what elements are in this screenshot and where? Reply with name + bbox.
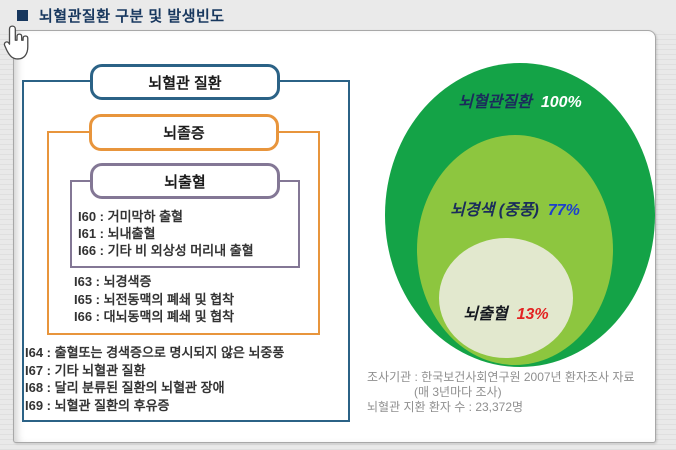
icd-code-line: I69 : 뇌혈관 질환의 후유증 [25, 397, 170, 413]
page-title: 뇌혈관질환 구분 및 발생빈도 [39, 7, 225, 25]
icd-code-line: I61 : 뇌내출혈 [78, 226, 156, 241]
infarction-code-list: I63 : 뇌경색증 I65 : 뇌전동맥의 폐쇄 및 협착 I66 : 대뇌동… [74, 273, 234, 326]
icd-code-line: I63 : 뇌경색증 [74, 274, 152, 289]
icd-code-line: I67 : 기타 뇌혈관 질환 [25, 362, 146, 378]
circle-category-text: 뇌경색 (중풍) [450, 202, 539, 219]
label-cerebrovascular-disease: 뇌혈관 질환 [90, 64, 280, 100]
circle-label-hemorrhage: 뇌출혈 13% [439, 300, 573, 324]
square-bullet-icon [17, 9, 28, 21]
icd-code-line: I64 : 출혈또는 경색증으로 명시되지 않은 뇌중풍 [25, 345, 285, 360]
icd-code-line: I66 : 대뇌동맥의 폐쇄 및 협착 [74, 309, 235, 324]
circle-hemorrhage-13 [439, 238, 573, 358]
icd-code-line: I66 : 기타 비 외상성 머리내 출혈 [78, 243, 254, 258]
source-line: 조사기관 : 한국보건사회연구원 2007년 환자조사 자료 [367, 370, 635, 384]
title-bar: 뇌혈관질환 구분 및 발생빈도 [0, 0, 676, 30]
icd-code-line: I65 : 뇌전동맥의 폐쇄 및 협착 [74, 291, 235, 307]
circle-value-text: 77% [547, 202, 580, 219]
survey-source-note: 조사기관 : 한국보건사회연구원 2007년 환자조사 자료 (매 3년마다 조… [367, 370, 635, 415]
source-line: 뇌혈관 지환 환자 수 : 23,372명 [367, 400, 524, 414]
other-code-list: I64 : 출혈또는 경색증으로 명시되지 않은 뇌중풍 I67 : 기타 뇌혈… [25, 344, 284, 414]
icd-code-line: I68 : 달리 분류된 질환의 뇌혈관 장애 [25, 380, 225, 395]
label-stroke: 뇌졸증 [89, 114, 279, 151]
circle-label-cerebrovascular: 뇌혈관질환 100% [385, 88, 655, 112]
hand-cursor-icon [3, 25, 29, 60]
hemorrhage-code-list: I60 : 거미막하 출혈 I61 : 뇌내출혈 I66 : 기타 비 외상성 … [78, 208, 254, 259]
label-cerebral-hemorrhage: 뇌출혈 [90, 163, 280, 199]
source-line: (매 3년마다 조사) [414, 385, 502, 399]
circle-value-text: 100% [540, 94, 582, 111]
circle-value-text: 13% [516, 306, 549, 323]
circle-category-text: 뇌출혈 [463, 306, 508, 323]
circle-label-infarction: 뇌경색 (중풍) 77% [417, 196, 613, 220]
icd-code-line: I60 : 거미막하 출혈 [78, 209, 183, 224]
circle-category-text: 뇌혈관질환 [458, 94, 532, 111]
